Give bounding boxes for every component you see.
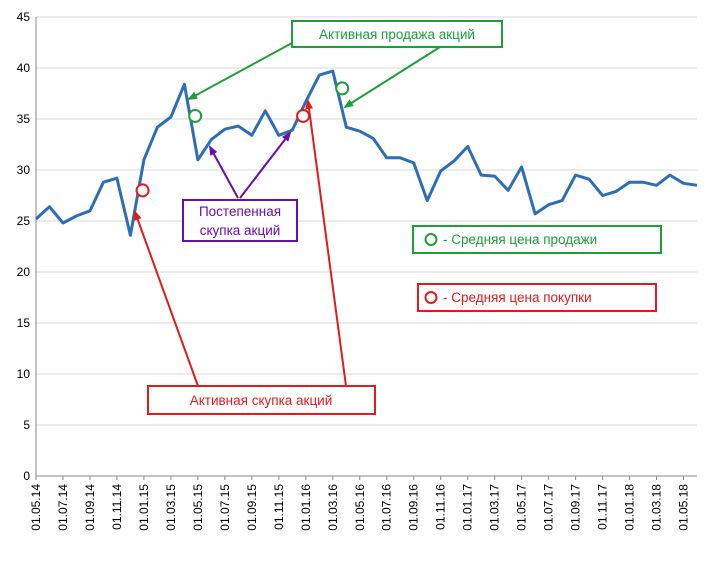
gridlines [36, 16, 697, 426]
annotation-gradual-buy: Постепенная скупка акций [182, 131, 298, 242]
y-tick-label: 10 [17, 367, 31, 381]
marker-buy-circle [135, 183, 150, 198]
legend-sell-circle-icon [424, 233, 438, 246]
x-tick-label: 01.11.14 [110, 484, 124, 530]
marker-sell-circle [335, 81, 350, 96]
annotation-active-buy-arrow-1 [133, 210, 199, 387]
x-axis: 01.05.14 01.07.14 01.09.14 01.11.14 01.01.15… [29, 475, 697, 531]
x-tick-label: 01.05.18 [677, 484, 691, 531]
annotation-active-buy-arrow-2 [305, 99, 347, 387]
annotation-gradual-buy-line-1: Постепенная [199, 204, 281, 219]
x-tick-label: 01.03.18 [650, 484, 664, 531]
x-tick-label: 01.07.14 [56, 484, 70, 531]
y-tick-label: 30 [17, 163, 31, 177]
x-tick-label: 01.07.16 [380, 484, 394, 531]
y-tick-label: 20 [17, 265, 31, 279]
annotation-active-sell-box [291, 20, 503, 48]
annotation-active-sell-label: Активная продажа акций [319, 27, 475, 42]
x-tick-label: 01.01.18 [623, 484, 637, 531]
y-tick-label: 25 [17, 214, 31, 228]
x-tick-label: 01.07.17 [542, 484, 556, 531]
annotation-active-buy-label: Активная скупка акций [190, 393, 333, 408]
annotation-gradual-buy-arrow-2 [239, 131, 292, 199]
x-tick-label: 01.05.17 [515, 484, 529, 531]
y-tick-label: 0 [23, 469, 30, 483]
legend-buy: - Средняя цена покупки [417, 283, 657, 312]
x-tick-label: 01.05.14 [29, 484, 43, 531]
marker-buy-circle [296, 108, 311, 123]
annotation-gradual-buy-arrow-1 [209, 145, 239, 199]
x-tick-label: 01.05.15 [191, 484, 205, 531]
x-tick-label: 01.01.15 [137, 484, 151, 531]
annotation-gradual-buy-box [182, 199, 298, 242]
x-tick-label: 01.03.16 [326, 484, 340, 531]
annotation-active-sell: Активная продажа акций [187, 20, 503, 109]
x-tick-label: 01.09.17 [569, 484, 583, 531]
y-tick-label: 5 [23, 418, 30, 432]
y-tick-label: 40 [17, 61, 31, 75]
legend-buy-label: - Средняя цена покупки [443, 290, 592, 305]
y-tick-label: 15 [17, 316, 31, 330]
legend-buy-box [417, 283, 657, 312]
x-tick-label: 01.07.15 [218, 484, 232, 531]
x-tick-label: 01.03.15 [164, 484, 178, 531]
x-tick-label: 01.01.16 [299, 484, 313, 531]
x-tick-label: 01.09.16 [407, 484, 421, 531]
annotation-active-sell-arrow-1 [187, 42, 293, 100]
annotation-gradual-buy-line-2: скупка акций [200, 223, 281, 238]
legend-sell: - Средняя цена продажи [412, 225, 662, 254]
annotation-active-sell-arrow-2 [343, 46, 441, 109]
x-tick-label: 01.09.15 [245, 484, 259, 531]
annotation-active-buy: Активная скупка акций [133, 99, 376, 415]
legend-sell-label: - Средняя цена продажи [443, 232, 597, 247]
y-tick-label: 35 [17, 112, 31, 126]
x-tick-label: 01.05.16 [353, 484, 367, 531]
marker-layer [135, 81, 350, 198]
legend-sell-box [412, 225, 662, 254]
series-line-price [34, 69, 698, 237]
x-tick-label: 01.11.16 [434, 484, 448, 530]
series-layer [34, 69, 698, 237]
y-tick-label: 45 [17, 10, 31, 24]
x-tick-label: 01.11.15 [272, 484, 286, 530]
annotation-active-buy-box [147, 385, 376, 415]
x-tick-label: 01.11.17 [596, 484, 610, 530]
x-tick-label: 01.09.14 [83, 484, 97, 531]
x-tick-label: 01.03.17 [488, 484, 502, 531]
marker-sell-circle [188, 108, 203, 123]
legend-buy-circle-icon [424, 291, 438, 304]
y-axis: 0 5 10 15 20 25 30 35 40 45 [17, 10, 37, 483]
x-tick-label: 01.01.17 [461, 484, 475, 531]
